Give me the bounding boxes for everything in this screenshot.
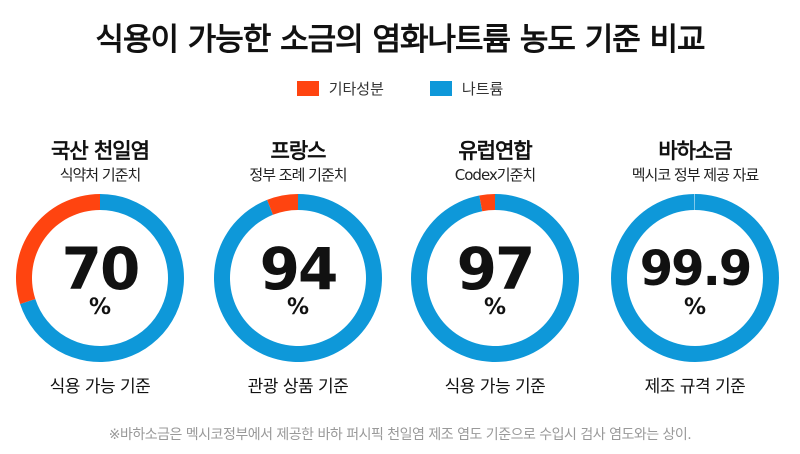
center-unit: % [483,295,507,320]
legend-item-sodium: 나트륨 [429,78,504,99]
panel-domestic-salt: 국산 천일염 식약처 기준치 70 % [10,138,190,362]
panel-title: 국산 천일염 [51,139,150,163]
legend-label-sodium: 나트륨 [461,80,504,98]
center-unit: % [286,295,310,320]
donut-chart [15,194,184,362]
center-value: 97 [456,235,536,303]
panel-title: 바하소금 [658,139,732,163]
center-value: 99.9 [639,241,752,297]
legend: 기타성분 나트륨 [0,78,800,99]
legend-item-other: 기타성분 [296,78,384,99]
panel-subtitle: 멕시코 정부 제공 자료 [631,166,760,184]
panel-eu: 유럽연합 Codex기준치 97 % [405,138,585,362]
legend-swatch-other [296,81,319,96]
panel-title: 유럽연합 [458,139,532,163]
bottom-label: 식용 가능 기준 [444,377,546,397]
donut-chart [214,194,382,362]
other-slice [267,194,298,215]
donut-chart [411,194,579,362]
panel-baja-salt: 바하소금 멕시코 정부 제공 자료 99.9 % [605,138,785,362]
center-value: 70 [61,235,141,303]
bottom-label: 식용 가능 기준 [49,377,151,397]
center-unit: % [88,295,112,320]
panel-subtitle: 정부 조례 기준치 [249,166,347,184]
center-unit: % [683,295,707,320]
bottom-label: 제조 규격 기준 [644,377,746,397]
legend-label-other: 기타성분 [328,80,384,98]
other-slice [15,194,101,304]
chart-title: 식용이 가능한 소금의 염화나트륨 농도 기준 비교 [95,22,705,58]
panel-france: 프랑스 정부 조례 기준치 94 % [208,138,388,362]
footnote: ※바하소금은 멕시코정부에서 제공한 바하 퍼시픽 천일염 제조 염도 기준으로… [108,427,692,443]
panel-subtitle: 식약처 기준치 [59,166,142,184]
bottom-label: 관광 상품 기준 [247,377,349,397]
panel-title: 프랑스 [270,139,327,163]
center-value: 94 [259,235,339,303]
other-slice [479,194,495,212]
panel-subtitle: Codex기준치 [454,166,536,184]
legend-swatch-sodium [429,81,452,96]
